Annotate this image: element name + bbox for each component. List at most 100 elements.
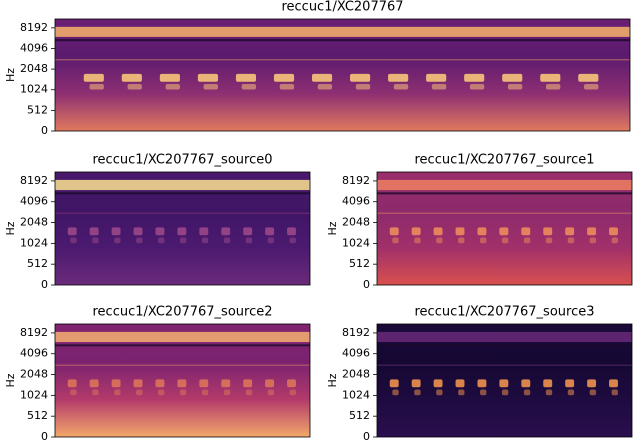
spectrogram-call [155,379,165,388]
spectrogram-call [158,237,165,244]
spectrogram-call [203,83,218,90]
spectrogram-call [455,227,465,236]
spectrogram-band [377,331,632,343]
spectrogram-call [127,83,142,90]
spectrogram-call [477,379,487,388]
spectrogram-call [426,73,447,82]
spectrogram-call [433,227,443,236]
spectrogram-call [507,83,523,90]
spectrogram-call [221,227,231,236]
y-tick-label: 0 [41,278,48,291]
spectrogram-call [411,379,421,388]
spectrogram-call [89,379,99,388]
spectrogram-call [111,379,121,388]
spectrogram-call [317,83,333,90]
spectrogram-call [70,389,77,396]
spectrogram-band [377,179,632,191]
spectrogram-call [179,237,187,244]
spectrogram-line [55,192,310,195]
spectrogram-call [133,379,143,388]
spectrogram-call [414,237,421,244]
y-tick-label: 4096 [342,195,370,208]
spectrogram-line [55,212,310,214]
y-tick-label: 8192 [342,326,370,339]
y-tick-label: 1024 [20,83,48,96]
spectrogram-call [311,73,333,82]
spectrogram-call [221,379,231,388]
spectrogram-call [177,227,187,236]
spectrogram-call [521,227,531,236]
spectrogram-call [133,227,143,236]
spectrogram-call [411,227,421,236]
y-tick-label: 0 [363,430,370,442]
spectrogram-call [121,73,142,82]
spectrogram-call [587,227,597,236]
axes-frame [54,323,311,438]
spectrogram-call [267,237,275,244]
y-tick-label: 0 [41,430,48,442]
spectrogram-call [355,83,371,90]
spectrogram-call [589,389,597,396]
y-axis-label: Hz [326,221,339,235]
spectrogram-call [389,227,399,236]
spectrogram-call [201,237,209,244]
y-axis-label: Hz [4,221,17,235]
spectrogram-call [89,227,99,236]
spectrogram-call [523,237,531,244]
y-tick-label: 0 [363,278,370,291]
spectrogram-call [155,227,165,236]
y-tick-label: 0 [41,124,48,137]
spectrogram-call [431,83,447,90]
spectrogram-call [501,237,509,244]
spectrogram-call [469,83,485,90]
chart-title: reccuc1/XC207767 [281,0,403,15]
spectrogram-call [265,227,275,236]
y-tick-label: 512 [349,409,370,422]
spectrogram-call [477,227,487,236]
spectrogram-line [55,39,630,42]
spectrogram-call [455,379,465,388]
spectrogram-line [377,192,632,195]
y-tick-label: 2048 [342,368,370,381]
spectrogram-call [267,389,275,396]
spectrogram-call [388,73,409,82]
spectrogram-call [609,379,618,388]
y-tick-label: 1024 [342,388,370,401]
spectrogram-call [223,237,231,244]
y-tick-label: 512 [27,257,48,270]
y-axis-label: Hz [4,373,17,387]
chart-title: reccuc1/XC207767_source3 [415,305,595,320]
spectrogram-call [159,73,180,82]
spectrogram-call [197,73,218,82]
spectrogram-call [289,389,296,396]
spectrogram-call [83,73,104,82]
spectrogram-call [521,379,531,388]
spectrogram-call [70,237,77,244]
spectrogram-call [458,389,465,396]
spectrogram-call [501,389,509,396]
spectrogram-call [265,379,275,388]
y-tick-label: 1024 [342,236,370,249]
spectrogram-call [136,237,143,244]
spectrogram-call [545,83,561,90]
spectrogram-call [499,379,509,388]
spectrogram-call [567,389,575,396]
y-axis-label: Hz [326,373,339,387]
y-tick-label: 2048 [342,216,370,229]
y-tick-label: 512 [349,257,370,270]
spectrogram-call [480,389,487,396]
spectrogram-call [611,237,618,244]
spectrogram-call [273,73,295,82]
y-tick-label: 8192 [342,174,370,187]
y-tick-label: 512 [27,103,48,116]
spectrogram-call [584,83,599,90]
chart-title: reccuc1/XC207767_source2 [93,305,273,320]
y-tick-label: 512 [27,409,48,422]
spectrogram-call [179,389,187,396]
spectrogram-call [545,237,553,244]
y-axis-label: Hz [4,68,17,82]
axes-frame [376,171,633,286]
spectrogram-line [377,364,632,366]
spectrogram-call [235,73,257,82]
y-tick-label: 1024 [20,236,48,249]
